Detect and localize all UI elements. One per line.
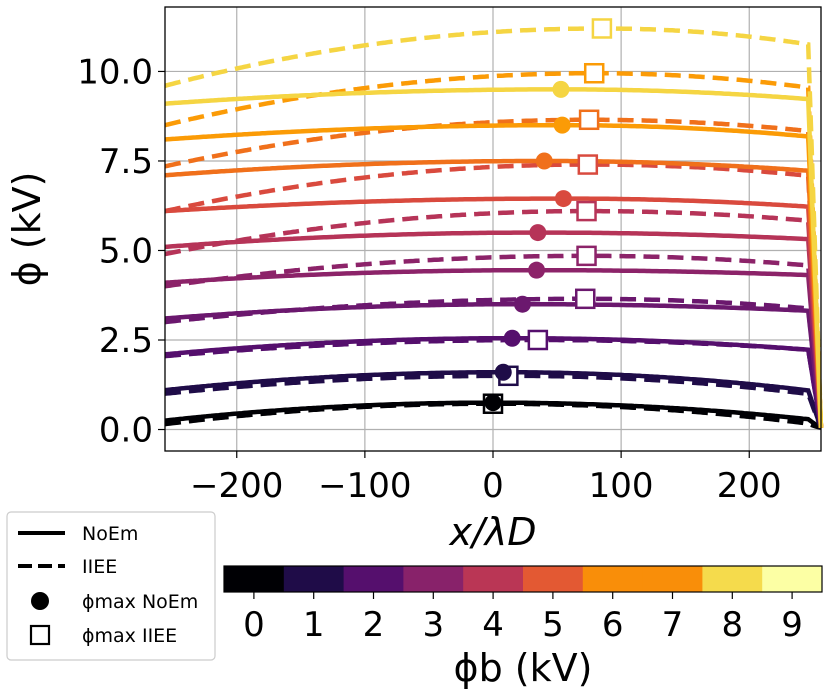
phimax-noem-marker-9 [552,80,570,98]
noem-curve-phi-b-8 [164,122,824,428]
colorbar-tick-label: 1 [303,605,325,645]
legend-phimax-iiee-marker [29,624,51,646]
y-tick-label: 2.5 [99,321,153,361]
phimax-noem-marker-5 [529,224,547,242]
phimax-noem-marker-7 [535,152,553,170]
noem-curve-phi-b-9 [164,87,824,428]
colorbar-tick-label: 5 [542,605,564,645]
legend-frame [6,511,216,661]
legend-phimax-noem-label: ϕmax NoEm [82,591,198,613]
y-tick-label: 10.0 [77,52,153,92]
y-tick-label: 5.0 [99,231,153,271]
noem-curve-phi-b-4 [164,267,824,428]
phimax-iiee-marker-4 [576,245,597,267]
phimax-noem-marker-2 [503,329,521,347]
iiee-curve-phi-b-6 [164,162,824,428]
x-tick-label: 0 [482,466,504,506]
colorbar-tick-label: 0 [243,605,265,645]
colorbar-cell-9 [762,566,823,592]
phimax-iiee-marker-5 [576,200,597,222]
x-tick-label: 200 [717,466,782,506]
phimax-iiee-marker-2 [527,329,549,351]
colorbar-cell-6 [582,566,644,592]
colorbar-tick-label: 6 [602,605,624,645]
phimax-iiee-marker-3 [575,288,596,310]
phimax-noem-marker-4 [528,261,546,279]
colorbar-label: ϕb (kV) [454,646,593,690]
colorbar-tick-label: 8 [721,605,743,645]
colorbar-tick-label: 7 [662,605,684,645]
phimax-noem-marker-1 [494,363,512,381]
legend-phimax-iiee-label: ϕmax IIEE [82,625,177,647]
noem-curve-phi-b-5 [164,230,824,428]
noem-curve-phi-b-1 [164,369,824,429]
y-tick-label: 0.0 [99,411,153,451]
colorbar-cells [224,566,823,592]
x-tick-label: −100 [318,466,411,506]
noem-curve-phi-b-3 [164,301,824,428]
x-axis-ticks: −200 −100 0 100 200 [190,451,782,506]
phimax-iiee-marker-8 [583,62,605,84]
colorbar-tick-label: 2 [363,605,385,645]
colorbar-cell-1 [283,566,345,592]
legend-iiee-label: IIEE [82,556,117,578]
phimax-iiee-marker-7 [578,109,600,131]
noem-curve-phi-b-6 [164,196,824,428]
y-axis-ticks: 0.0 2.5 5.0 7.5 10.0 [77,52,165,451]
phimax-iiee-marker-6 [577,154,599,175]
series-curves [164,26,824,430]
y-axis-label: ϕ (kV) [5,172,49,287]
peak-markers [482,18,613,414]
colorbar-tick-label: 9 [781,605,803,645]
x-axis-label: x/λD [448,510,536,554]
colorbar-tick-label: 4 [482,605,504,645]
iiee-curve-phi-b-7 [164,117,824,428]
x-tick-label: −200 [190,466,283,506]
legend-phimax-noem-marker [31,592,49,610]
y-tick-label: 7.5 [99,142,153,182]
phimax-iiee-marker-9 [591,18,613,39]
phimax-noem-marker-0 [484,394,502,412]
noem-curve-phi-b-7 [164,158,824,428]
colorbar-frame [223,565,823,593]
x-tick-label: 100 [589,466,654,506]
phimax-noem-marker-8 [553,116,571,134]
legend-noem-label: NoEm [82,523,138,545]
iiee-curve-phi-b-2 [164,337,824,429]
colorbar-cell-0 [224,566,285,592]
colorbar-cell-5 [523,566,584,592]
colorbar-tick-label: 3 [422,605,444,645]
iiee-curve-phi-b-4 [164,253,824,428]
colorbar-cell-4 [463,566,524,592]
phimax-noem-marker-6 [554,190,572,208]
colorbar-cell-2 [343,566,404,592]
colorbar-cell-3 [403,566,464,592]
colorbar-cell-7 [642,566,703,592]
iiee-curve-phi-b-1 [164,373,824,429]
iiee-curve-phi-b-5 [164,208,824,428]
iiee-curve-phi-b-8 [164,70,824,428]
phimax-noem-marker-3 [513,295,531,313]
colorbar-cell-8 [702,566,763,592]
noem-curve-phi-b-2 [164,335,824,429]
legend: NoEm IIEE ϕmax NoEm ϕmax IIEE [6,511,216,661]
